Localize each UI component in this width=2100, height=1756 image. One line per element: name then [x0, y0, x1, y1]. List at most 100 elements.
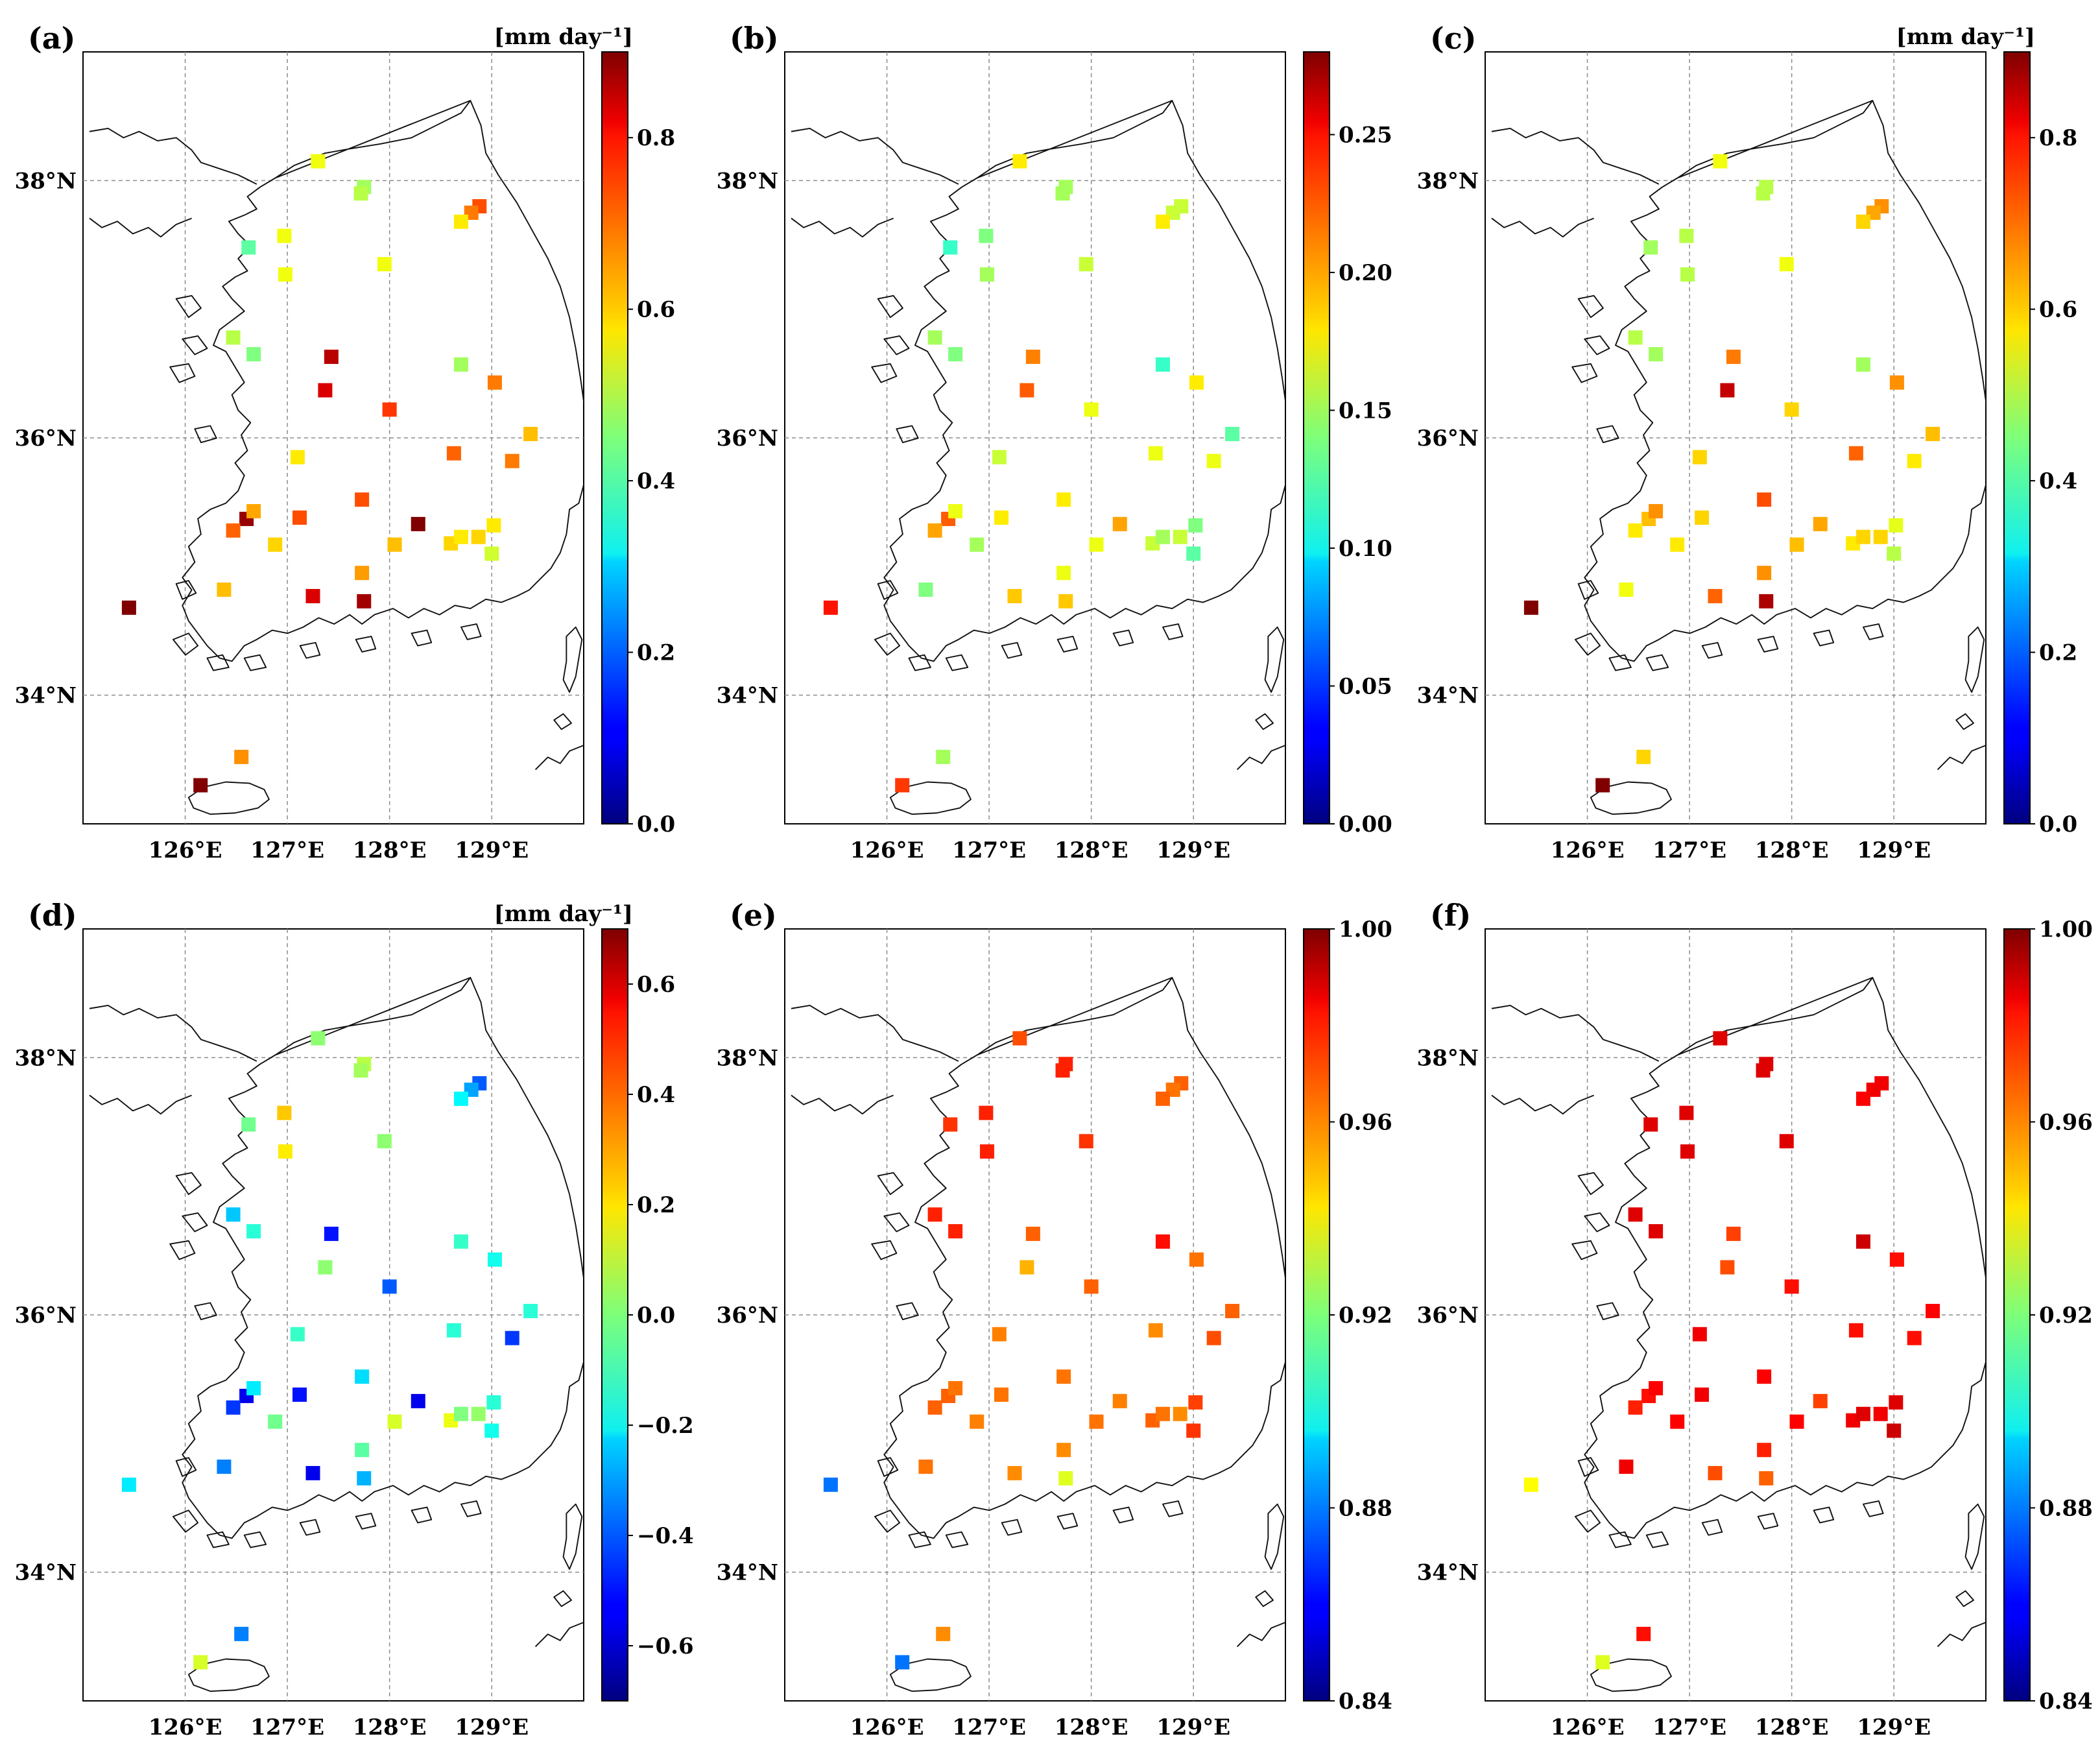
station-marker — [292, 510, 307, 525]
station-marker — [277, 1105, 292, 1120]
colorbar-tick-label: 0.05 — [1339, 674, 1392, 700]
station-marker — [994, 510, 1009, 525]
colorbar-tick-label: 0.88 — [1339, 1496, 1392, 1522]
station-marker — [1079, 257, 1093, 272]
station-marker — [290, 1327, 305, 1341]
station-marker — [1889, 1252, 1904, 1267]
station-marker — [382, 402, 397, 417]
panel-e: 126°E 127°E 128°E 129°E 34°N 36°N 38°N (e) 0.84 0… — [717, 898, 1392, 1740]
lon-tick-label: 127°E — [250, 837, 324, 863]
station-marker — [1628, 523, 1643, 538]
station-marker — [1007, 588, 1022, 603]
station-marker — [121, 1477, 136, 1492]
colorbar-tick-label: 0.96 — [2039, 1110, 2093, 1136]
station-marker — [1225, 1304, 1240, 1319]
lon-tick-label: 128°E — [353, 837, 427, 863]
station-marker — [355, 1369, 370, 1384]
lon-tick-label: 129°E — [1156, 1714, 1230, 1740]
station-marker — [353, 1063, 368, 1078]
lat-tick-label: 34°N — [15, 683, 77, 709]
station-marker — [1056, 566, 1071, 581]
lon-tick-label: 129°E — [1857, 837, 1931, 863]
station-marker — [305, 588, 320, 603]
station-marker — [1907, 1330, 1922, 1345]
station-marker — [1708, 588, 1723, 603]
colorbar-tick-label: 0.8 — [637, 125, 675, 151]
colorbar-tick-label: −0.4 — [637, 1523, 694, 1549]
station-marker — [241, 240, 256, 255]
lat-tick-label: 34°N — [15, 1560, 77, 1586]
map-content — [1485, 929, 1986, 1701]
station-marker — [979, 1105, 994, 1120]
colorbar-tick-label: 0.10 — [1339, 536, 1392, 562]
station-marker — [948, 504, 963, 519]
station-marker — [943, 1117, 958, 1132]
station-marker — [484, 546, 499, 561]
station-marker — [823, 600, 838, 615]
station-marker — [1619, 583, 1634, 597]
station-marker — [382, 1279, 397, 1294]
colorbar — [601, 51, 628, 824]
station-marker — [1695, 1387, 1710, 1402]
lon-tick-label: 128°E — [1055, 1714, 1128, 1740]
station-marker — [1679, 1105, 1694, 1120]
lat-tick-label: 38°N — [717, 168, 778, 194]
station-marker — [1056, 1443, 1071, 1458]
station-marker — [318, 1260, 333, 1275]
station-marker — [1855, 214, 1870, 229]
station-marker — [1206, 1330, 1221, 1345]
station-marker — [1649, 347, 1664, 362]
lon-tick-label: 126°E — [1551, 1714, 1625, 1740]
colorbar-tick-label: 0.92 — [2039, 1303, 2093, 1329]
station-marker — [1628, 1207, 1643, 1222]
panel-a: 126°E 127°E 128°E 129°E 34°N 36°N 38°N (a) 0.0 0.… — [15, 21, 676, 863]
panels-layer: 126°E 127°E 128°E 129°E 34°N 36°N 38°N (a) 0.0 0.… — [15, 21, 2093, 1740]
station-marker — [1155, 357, 1170, 372]
station-marker — [1112, 1393, 1127, 1408]
station-marker — [453, 529, 468, 544]
station-marker — [453, 357, 468, 372]
station-marker — [1889, 518, 1903, 533]
station-marker — [226, 523, 241, 538]
station-marker — [1148, 446, 1163, 461]
colorbar-tick-label: 0.0 — [637, 1303, 675, 1329]
lon-tick-label: 129°E — [455, 837, 529, 863]
station-marker — [1206, 453, 1221, 468]
station-marker — [1757, 1369, 1772, 1384]
station-marker — [1012, 1031, 1027, 1046]
station-marker — [927, 330, 942, 345]
station-marker — [1643, 1117, 1658, 1132]
station-marker — [121, 600, 136, 615]
station-marker — [226, 1400, 241, 1415]
lat-tick-label: 36°N — [717, 1303, 778, 1329]
station-marker — [948, 347, 963, 362]
colorbar-tick-label: 0.92 — [1339, 1303, 1392, 1329]
station-marker — [992, 1327, 1007, 1341]
station-marker — [927, 523, 942, 538]
station-marker — [1926, 427, 1940, 442]
station-marker — [1186, 1423, 1201, 1438]
lat-tick-label: 36°N — [15, 1303, 77, 1329]
panel-c: 126°E 127°E 128°E 129°E 34°N 36°N 38°N (c) 0.0 0.… — [1417, 21, 2078, 863]
lon-tick-label: 128°E — [1755, 1714, 1829, 1740]
station-marker — [523, 427, 538, 442]
station-marker — [1155, 1091, 1170, 1106]
station-marker — [927, 1207, 942, 1222]
station-marker — [1757, 566, 1772, 581]
station-marker — [1188, 1395, 1203, 1410]
station-marker — [1643, 240, 1658, 255]
station-marker — [377, 257, 392, 272]
station-marker — [1007, 1465, 1022, 1480]
station-marker — [226, 330, 241, 345]
station-marker — [1649, 1381, 1664, 1396]
lon-tick-label: 127°E — [1653, 837, 1726, 863]
lat-tick-label: 34°N — [717, 1560, 778, 1586]
colorbar-tick-label: 0.6 — [637, 972, 675, 998]
station-marker — [357, 1471, 372, 1485]
station-marker — [1784, 402, 1799, 417]
station-marker — [1084, 1279, 1099, 1294]
station-marker — [377, 1134, 392, 1149]
lat-tick-label: 36°N — [1417, 426, 1479, 451]
lon-tick-label: 126°E — [850, 1714, 924, 1740]
